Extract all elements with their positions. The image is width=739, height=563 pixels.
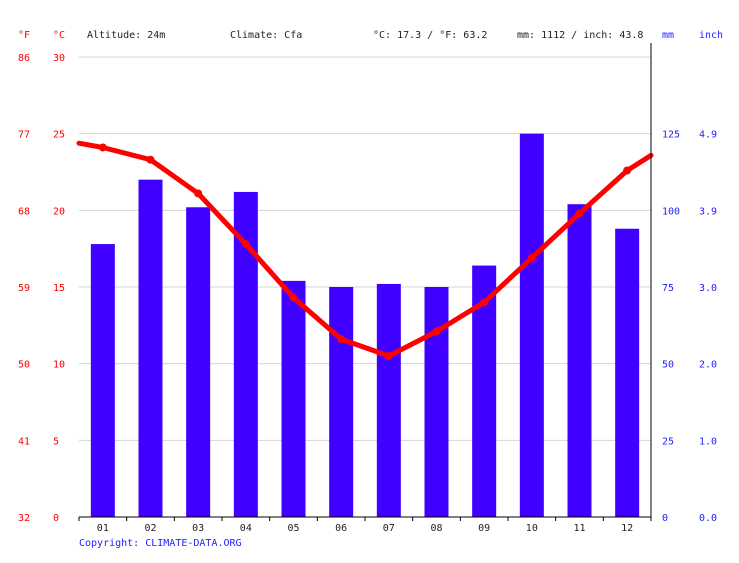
precip-bar-04 <box>233 191 258 517</box>
fahrenheit-tick-label: 77 <box>18 130 30 141</box>
precip-bar-07 <box>376 283 401 517</box>
inch-tick-label: 0.0 <box>699 513 717 524</box>
mm-tick-label: 125 <box>662 130 680 141</box>
temp-point-12 <box>623 166 632 175</box>
temp-point-03 <box>194 189 203 198</box>
mm-tick-label: 75 <box>662 283 674 294</box>
precip-bar-02 <box>138 179 163 517</box>
celsius-unit-label: °C <box>53 30 65 41</box>
axes <box>78 43 652 521</box>
mm-tick-label: 50 <box>662 360 674 371</box>
fahrenheit-tick-label: 32 <box>18 513 30 524</box>
inch-tick-label: 4.9 <box>699 130 717 141</box>
fahrenheit-tick-label: 59 <box>18 283 30 294</box>
fahrenheit-tick-label: 50 <box>18 360 30 371</box>
temp-point-04 <box>241 240 250 249</box>
fahrenheit-unit-label: °F <box>18 30 30 41</box>
month-label-08: 08 <box>430 523 442 534</box>
temperature-polyline <box>76 140 654 359</box>
tick-labels: 01 02 03 04 05 06 07 08 09 10 11 12 32 0 41 5 50 10 59 15 68… <box>18 53 717 534</box>
precip-bar-12 <box>615 228 640 517</box>
inch-tick-label: 1.0 <box>699 436 717 447</box>
mm-tick-label: 100 <box>662 206 680 217</box>
celsius-tick-label: 15 <box>53 283 65 294</box>
celsius-tick-label: 10 <box>53 360 65 371</box>
inch-tick-label: 2.0 <box>699 360 717 371</box>
temp-point-02 <box>146 155 155 164</box>
precipitation-summary: mm: 1112 / inch: 43.8 <box>517 30 643 41</box>
precip-bar-05 <box>281 280 306 517</box>
temperature-summary: °C: 17.3 / °F: 63.2 <box>373 30 487 41</box>
precip-bar-06 <box>329 287 354 517</box>
celsius-tick-label: 20 <box>53 206 65 217</box>
month-label-05: 05 <box>287 523 299 534</box>
celsius-tick-label: 5 <box>53 436 59 447</box>
month-label-02: 02 <box>144 523 156 534</box>
month-label-11: 11 <box>573 523 585 534</box>
celsius-tick-label: 25 <box>53 130 65 141</box>
precipitation-bars <box>90 133 640 518</box>
mm-tick-label: 25 <box>662 436 674 447</box>
month-label-04: 04 <box>240 523 252 534</box>
fahrenheit-tick-label: 86 <box>18 53 30 64</box>
fahrenheit-tick-label: 68 <box>18 206 30 217</box>
precip-bar-01 <box>90 244 115 518</box>
mm-tick-label: 0 <box>662 513 668 524</box>
celsius-tick-label: 30 <box>53 53 65 64</box>
temp-point-07 <box>384 352 393 360</box>
temp-point-06 <box>337 335 346 344</box>
month-label-10: 10 <box>526 523 538 534</box>
temp-point-11 <box>575 209 584 218</box>
gridlines <box>79 56 651 441</box>
temp-point-01 <box>98 143 107 152</box>
altitude-label: Altitude: 24m <box>87 30 165 41</box>
temp-point-10 <box>527 253 536 262</box>
month-label-01: 01 <box>97 523 109 534</box>
temp-point-05 <box>289 293 298 302</box>
inch-tick-label: 3.0 <box>699 283 717 294</box>
copyright-text: Copyright: CLIMATE-DATA.ORG <box>79 538 242 549</box>
precip-bar-03 <box>186 207 211 517</box>
inch-tick-label: 3.9 <box>699 206 717 217</box>
temperature-line <box>76 140 654 360</box>
month-label-06: 06 <box>335 523 347 534</box>
temp-point-09 <box>480 298 489 307</box>
month-label-09: 09 <box>478 523 490 534</box>
celsius-tick-label: 0 <box>53 513 59 524</box>
month-label-03: 03 <box>192 523 204 534</box>
mm-unit-label: mm <box>662 30 674 41</box>
month-label-07: 07 <box>383 523 395 534</box>
inch-unit-label: inch <box>699 30 723 41</box>
fahrenheit-tick-label: 41 <box>18 436 30 447</box>
precip-bar-08 <box>424 287 449 517</box>
precip-bar-10 <box>519 133 544 517</box>
precip-bar-11 <box>567 204 592 517</box>
climate-label: Climate: Cfa <box>230 30 302 41</box>
temp-point-08 <box>432 327 441 336</box>
month-label-12: 12 <box>621 523 633 534</box>
